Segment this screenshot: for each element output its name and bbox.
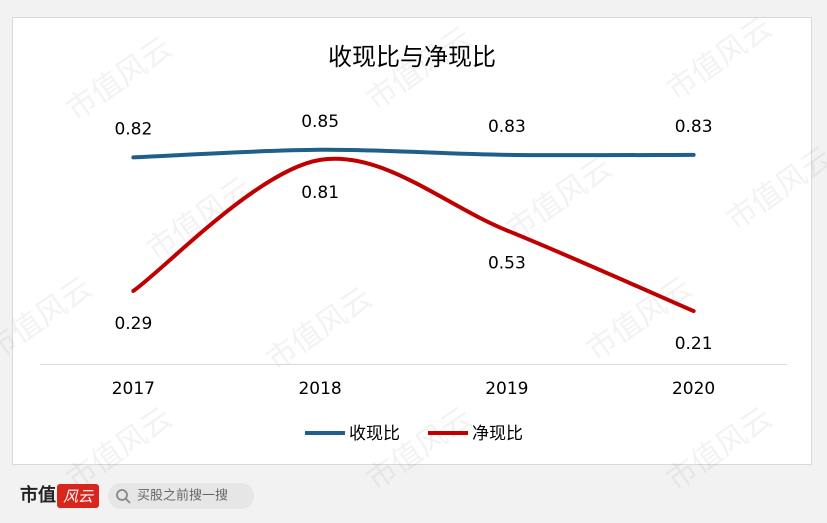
x-tick-label: 2019 [485,379,528,399]
data-label: 0.85 [301,112,339,132]
logo-text: 市值 [20,484,56,506]
data-label: 0.81 [301,183,339,203]
search-icon-handle [125,498,131,504]
data-label: 0.53 [488,253,526,273]
search-text: 买股之前搜一搜 [137,488,228,504]
search-box[interactable] [108,483,254,509]
legend-label: 收现比 [349,424,400,444]
logo-mark: 风云 [63,488,94,506]
data-label: 0.29 [114,314,152,334]
data-label: 0.21 [675,334,713,354]
chart-title: 收现比与净现比 [328,43,496,71]
footer: 市值 风云 买股之前搜一搜 [20,483,254,509]
line-series [131,156,696,314]
x-tick-label: 2020 [672,379,715,399]
line-series [131,147,696,160]
data-label: 0.83 [488,117,526,137]
plot: 2017 2018 2019 2020 0.82 0.85 0.83 0.83 收现比 0.29 0… [112,112,716,444]
data-label: 0.83 [675,117,713,137]
x-tick-label: 2018 [298,379,341,399]
chart-card [12,17,812,465]
x-tick-label: 2017 [112,379,155,399]
search-icon [116,489,128,501]
data-label: 0.82 [114,119,152,139]
legend-label: 净现比 [472,424,523,444]
logo-box [57,484,99,508]
